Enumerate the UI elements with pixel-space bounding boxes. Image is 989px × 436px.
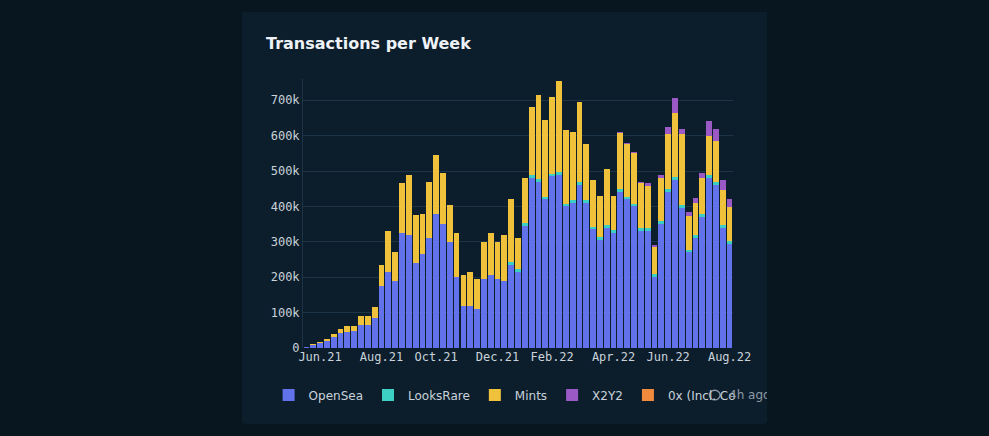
svg-text:500k: 500k <box>271 164 301 178</box>
svg-text:Oct.21: Oct.21 <box>414 350 457 364</box>
svg-text:0: 0 <box>292 341 299 355</box>
svg-text:X2Y2: X2Y2 <box>592 389 623 403</box>
svg-text:100k: 100k <box>271 306 301 320</box>
svg-text:4h ago: 4h ago <box>729 388 767 402</box>
svg-text:Apr.22: Apr.22 <box>592 350 635 364</box>
svg-text:0x (Incl. Co: 0x (Incl. Co <box>668 389 736 403</box>
svg-text:200k: 200k <box>271 270 301 284</box>
svg-text:Mints: Mints <box>515 389 547 403</box>
svg-text:600k: 600k <box>271 129 301 143</box>
svg-text:LooksRare: LooksRare <box>408 389 470 403</box>
svg-text:Jun.22: Jun.22 <box>646 350 689 364</box>
svg-text:700k: 700k <box>271 93 301 107</box>
svg-text:OpenSea: OpenSea <box>309 389 363 403</box>
svg-text:Jun.21: Jun.21 <box>298 350 341 364</box>
svg-text:Transactions per Week: Transactions per Week <box>266 34 471 53</box>
svg-text:400k: 400k <box>271 200 301 214</box>
svg-text:Feb.22: Feb.22 <box>530 350 573 364</box>
svg-text:Dec.21: Dec.21 <box>476 350 519 364</box>
svg-text:Aug.21: Aug.21 <box>360 350 403 364</box>
svg-text:Aug.22: Aug.22 <box>708 350 751 364</box>
svg-text:300k: 300k <box>271 235 301 249</box>
